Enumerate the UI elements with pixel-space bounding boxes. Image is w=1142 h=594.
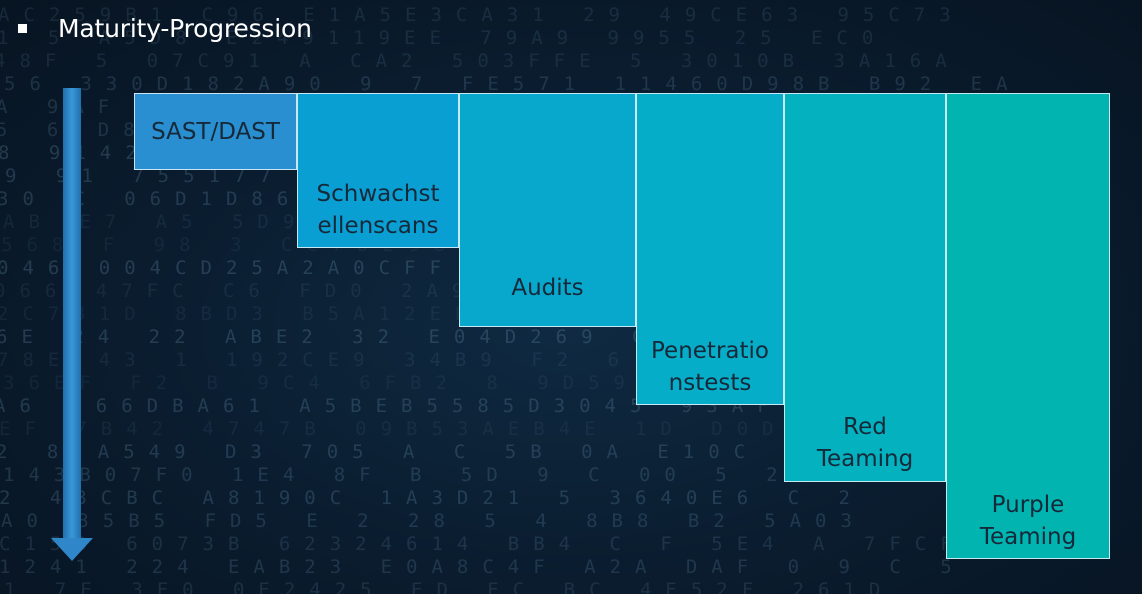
stage-label: Audits <box>511 275 584 301</box>
background-glyph-row: 2 8 A549 D3 705 A C 5B 0A E10C D4 <box>0 441 836 463</box>
stage-sast-dast: SAST/DAST <box>134 93 297 170</box>
background-glyph-row: EF 7B42 4747B 09B53AEB4E 1D D0D35F2 A <box>0 418 941 440</box>
stage-label: Red Teaming <box>816 414 914 472</box>
stage-schwachstellenscans: Schwachst ellenscans <box>297 93 459 248</box>
background-glyph-row: 143B07F0 1E4 8F B 5D 9 C 00 5 203 F7 5 <box>3 464 970 486</box>
slide-title: Maturity-Progression <box>58 13 312 43</box>
stage-label: Schwachst ellenscans <box>316 181 440 239</box>
stage-penetrationstests: Penetratio nstests <box>636 93 784 405</box>
title-row: Maturity-Progression <box>18 10 312 46</box>
background-glyph-row: A0 35B5 FD5 E 2 28 5 4 8B8 B2 5A03 <box>1 510 866 532</box>
background-glyph-row: 1 5 A5D8 E249119EE 79A9 9955 25 EC0 <box>0 27 888 49</box>
stage-purple-teaming: Purple Teaming <box>946 93 1110 559</box>
stage-audits: Audits <box>459 93 636 327</box>
stage-label: Purple Teaming <box>979 492 1077 550</box>
stage-label: Penetratio nstests <box>651 338 769 396</box>
background-glyph-row: AC259B1 C96 E1A5E3CA31 29 49CE63 95C73 <box>0 4 965 26</box>
background-glyph-row: 56 330D182A90 9 7 FE571 11460D98B B92 EA <box>4 73 1022 95</box>
stage-label: SAST/DAST <box>151 119 280 145</box>
background-glyph-row: 1241 224 EAB23 E0A8C4F A2A DAF 0 9 C 5 <box>0 556 966 578</box>
background-glyph-row: 48F 5 07C91 A CA2 503FFE 5 3010B 3A16A <box>0 50 961 72</box>
background-glyph-row: 2 43CBC A8190C 1A3D21 5 3640E6 C 2 <box>0 487 864 509</box>
arrow-down-icon <box>51 88 93 561</box>
background-glyph-row: C153 6073B 62324614 BB4 C F 5E4 A 7FCF <box>0 533 966 555</box>
square-bullet-icon <box>18 23 27 33</box>
background-glyph-row: 1 7E 3F0 0E2425 ED EC BC 4E52F 261D <box>4 579 895 594</box>
stage-red-teaming: Red Teaming <box>784 93 946 482</box>
